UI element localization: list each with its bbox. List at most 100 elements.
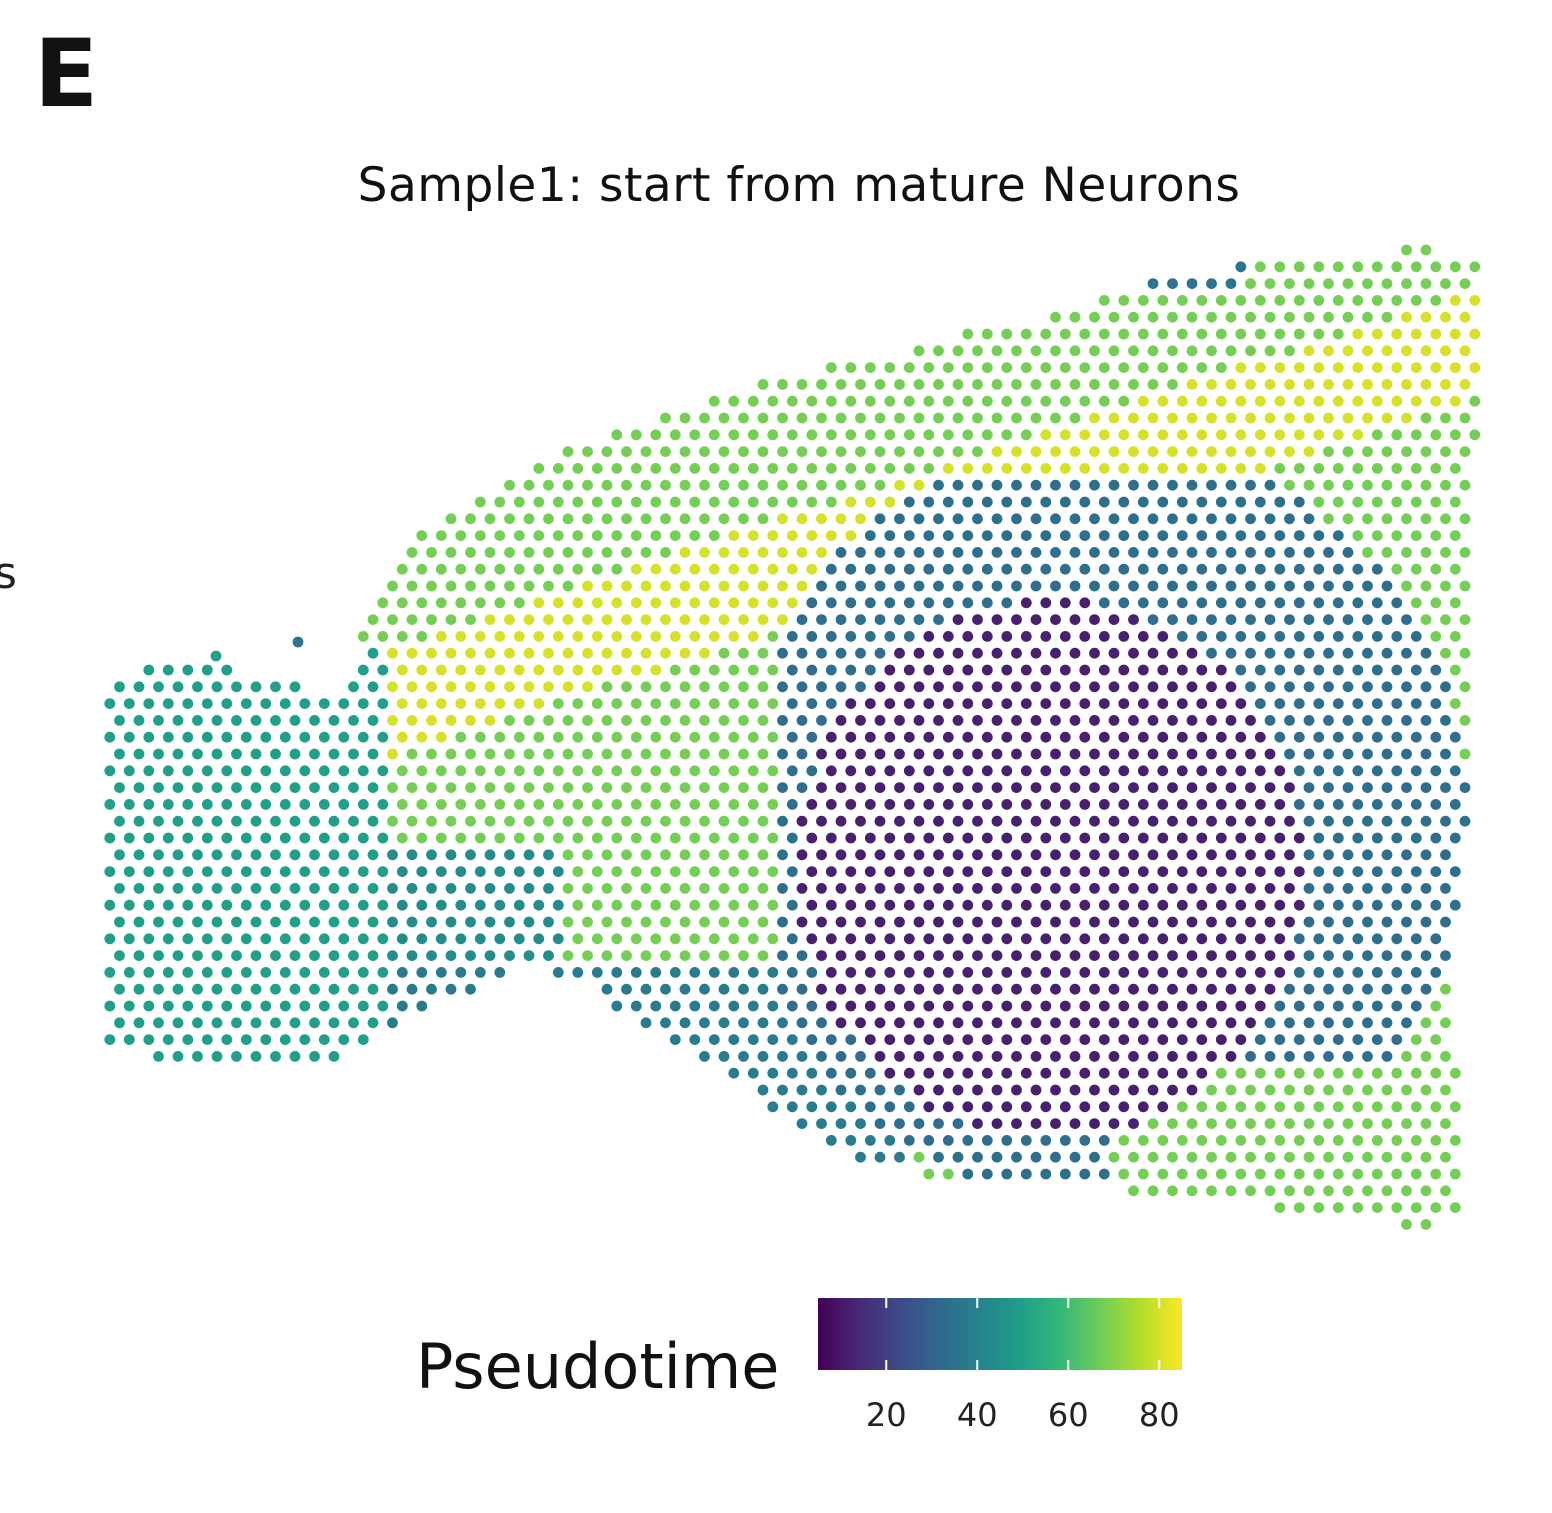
spot-point xyxy=(1147,1084,1159,1096)
spot-point xyxy=(1420,1051,1432,1062)
spot-point xyxy=(377,765,389,777)
spot-point xyxy=(884,1000,896,1012)
spot-point xyxy=(767,698,779,709)
spot-point xyxy=(240,731,252,743)
spot-point xyxy=(923,395,935,407)
spot-point xyxy=(1020,899,1032,911)
spot-point xyxy=(1001,395,1013,407)
spot-point xyxy=(1030,1051,1042,1062)
spot-point xyxy=(1011,748,1022,760)
spot-point xyxy=(260,967,272,978)
spot-point xyxy=(1245,1185,1256,1197)
spot-point xyxy=(864,832,876,844)
spot-point xyxy=(816,849,827,861)
spot-point xyxy=(1196,597,1208,609)
spot-point xyxy=(1381,883,1393,894)
spot-point xyxy=(1391,765,1403,777)
spot-point xyxy=(816,748,827,760)
spot-point xyxy=(845,698,857,709)
spot-point xyxy=(1098,933,1110,945)
spot-point xyxy=(1342,849,1354,861)
spot-point xyxy=(1342,1151,1354,1163)
spot-point xyxy=(1245,379,1256,390)
spot-point xyxy=(1215,295,1227,306)
spot-point xyxy=(1293,799,1305,810)
spot-point xyxy=(903,765,915,777)
spot-point xyxy=(1313,933,1325,945)
spot-point xyxy=(835,1051,847,1062)
spot-point xyxy=(1186,345,1198,357)
spot-point xyxy=(757,580,769,592)
spot-point xyxy=(1449,362,1461,373)
spot-point xyxy=(328,883,340,894)
spot-point xyxy=(1001,799,1013,810)
spot-point xyxy=(221,899,233,911)
spot-point xyxy=(1254,1034,1266,1045)
spot-point xyxy=(884,832,896,844)
spot-point xyxy=(1011,647,1022,659)
spot-point xyxy=(338,1034,350,1045)
spot-point xyxy=(1449,631,1461,642)
spot-point xyxy=(835,379,847,390)
spot-point xyxy=(201,899,213,911)
spot-point xyxy=(669,765,681,777)
spot-point xyxy=(523,580,535,592)
spot-point xyxy=(426,748,437,760)
spot-point xyxy=(513,530,525,541)
spot-point xyxy=(1352,967,1364,978)
spot-point xyxy=(494,530,506,541)
spot-point xyxy=(504,715,515,726)
spot-point xyxy=(679,916,691,928)
spot-point xyxy=(513,698,525,709)
chart-title: Sample1: start from mature Neurons xyxy=(357,158,1241,213)
spot-point xyxy=(533,731,545,743)
spot-point xyxy=(1089,547,1100,558)
spot-point xyxy=(270,681,281,693)
spot-point xyxy=(1420,715,1432,726)
spot-point xyxy=(1089,614,1100,625)
spot-point xyxy=(494,698,506,709)
spot-point xyxy=(991,614,1003,625)
spot-point xyxy=(796,950,808,961)
spot-point xyxy=(231,916,242,928)
spot-point xyxy=(1040,731,1052,743)
spot-point xyxy=(582,681,593,693)
spot-point xyxy=(1225,681,1237,693)
spot-point xyxy=(903,563,915,575)
spot-point xyxy=(1410,563,1422,575)
spot-point xyxy=(367,715,379,726)
spot-point xyxy=(1303,580,1315,592)
spot-point xyxy=(1381,580,1393,592)
spot-point xyxy=(991,849,1003,861)
spot-point xyxy=(845,429,857,441)
spot-point xyxy=(1157,832,1169,844)
spot-point xyxy=(396,664,408,676)
spot-point xyxy=(738,715,749,726)
spot-point xyxy=(728,698,740,709)
spot-point xyxy=(1235,899,1247,911)
spot-point xyxy=(114,883,125,894)
spot-point xyxy=(738,748,749,760)
spot-point xyxy=(913,815,925,827)
spot-point xyxy=(962,328,974,340)
spot-point xyxy=(601,815,613,827)
spot-point xyxy=(884,765,896,777)
spot-point xyxy=(1274,731,1286,743)
spot-point xyxy=(445,715,457,726)
spot-point xyxy=(1303,849,1315,861)
spot-point xyxy=(1323,379,1334,390)
spot-point xyxy=(1098,1067,1110,1079)
spot-point xyxy=(221,1000,233,1012)
spot-point xyxy=(1235,261,1247,273)
spot-point xyxy=(1186,446,1198,457)
spot-point xyxy=(289,1051,301,1062)
spot-point xyxy=(162,698,174,709)
spot-point xyxy=(630,597,642,609)
spot-point xyxy=(786,496,798,508)
spot-point xyxy=(1108,647,1120,659)
spot-point xyxy=(942,362,954,373)
spot-point xyxy=(435,530,447,541)
spot-point xyxy=(708,563,720,575)
spot-point xyxy=(582,815,593,827)
spot-point xyxy=(855,479,866,491)
